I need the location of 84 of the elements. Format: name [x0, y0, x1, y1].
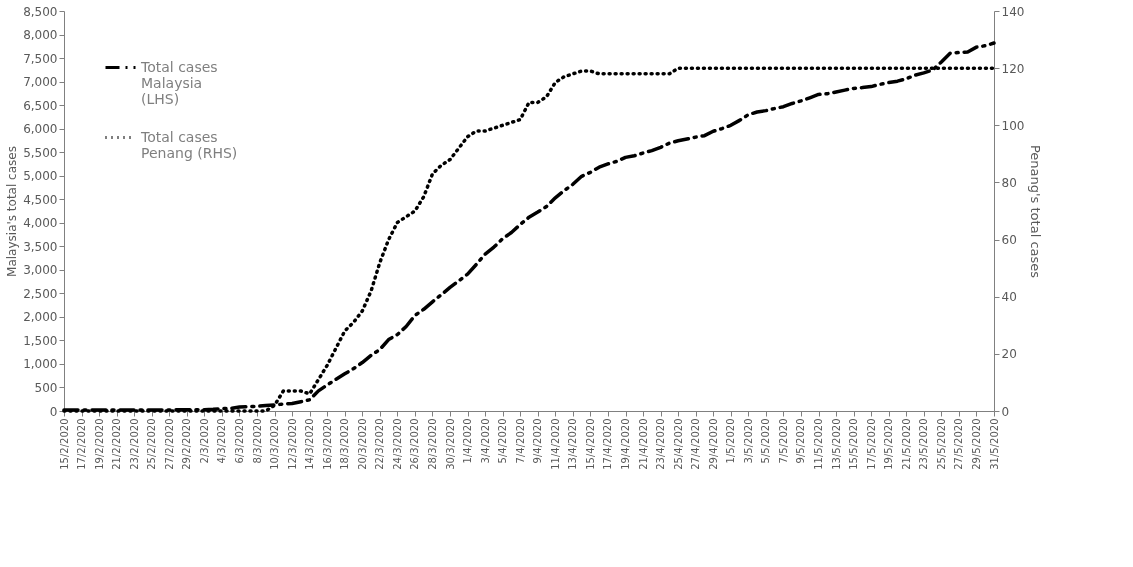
y2-tick-label: 0	[1001, 404, 1010, 419]
y2-axis-title: Penang's total cases	[1028, 144, 1044, 279]
y-tick-label: 500	[34, 380, 58, 395]
y-tick-label: 5,500	[23, 145, 58, 160]
y-tick-label: 1,500	[23, 333, 58, 348]
x-tick-label: 28/3/2020	[426, 418, 438, 470]
y-axis-title: Malaysia's total cases	[5, 146, 20, 277]
x-tick-label: 25/4/2020	[672, 418, 684, 470]
x-tick-label: 13/4/2020	[567, 418, 579, 470]
y-tick-label: 3,000	[23, 263, 58, 278]
x-tick-label: 24/3/2020	[391, 418, 403, 470]
x-tick-label: 7/4/2020	[514, 418, 526, 464]
x-tick-label: 23/4/2020	[655, 418, 667, 470]
y-tick-label: 3,500	[23, 239, 58, 254]
x-tick-label: 8/3/2020	[251, 418, 263, 464]
x-tick-label: 25/2/2020	[146, 418, 158, 470]
x-tick-label: 19/5/2020	[883, 418, 895, 470]
x-tick-label: 13/5/2020	[830, 418, 842, 470]
x-tick-label: 23/2/2020	[128, 418, 140, 470]
x-tick-label: 6/3/2020	[233, 418, 245, 464]
x-tick-label: 18/3/2020	[339, 418, 351, 470]
x-tick-label: 9/4/2020	[532, 418, 544, 464]
x-tick-label: 21/2/2020	[111, 418, 123, 470]
x-tick-label: 19/4/2020	[620, 418, 632, 470]
y2-tick-label: 20	[1001, 347, 1017, 362]
x-tick-label: 14/3/2020	[304, 418, 316, 470]
x-tick-label: 15/5/2020	[848, 418, 860, 470]
y-tick-label: 6,000	[23, 122, 58, 137]
y-tick-label: 2,500	[23, 286, 58, 301]
y2-tick-label: 80	[1001, 175, 1017, 190]
x-tick-label: 11/5/2020	[813, 418, 825, 470]
x-tick-label: 29/2/2020	[181, 418, 193, 470]
x-tick-label: 10/3/2020	[269, 418, 281, 470]
x-tick-label: 27/4/2020	[690, 418, 702, 470]
x-tick-label: 25/5/2020	[935, 418, 947, 470]
y-tick-label: 8,500	[23, 4, 58, 19]
x-tick-label: 15/2/2020	[58, 418, 70, 470]
y-tick-label: 7,000	[23, 75, 58, 90]
y2-tick-label: 40	[1001, 290, 1017, 305]
x-tick-label: 20/3/2020	[356, 418, 368, 470]
x-tick-label: 23/5/2020	[918, 418, 930, 470]
y-tick-label: 7,500	[23, 51, 58, 66]
x-tick-label: 9/5/2020	[795, 418, 807, 464]
y-tick-label: 4,500	[23, 192, 58, 207]
x-tick-label: 16/3/2020	[321, 418, 333, 470]
y2-tick-label: 120	[1001, 61, 1025, 76]
y-tick-label: 0	[49, 404, 58, 419]
legend-label: Total cases Penang (RHS)	[140, 128, 238, 161]
x-tick-label: 27/5/2020	[953, 418, 965, 470]
x-tick-label: 29/5/2020	[970, 418, 982, 470]
y-tick-label: 8,000	[23, 28, 58, 43]
x-tick-label: 19/2/2020	[93, 418, 105, 470]
x-tick-label: 21/4/2020	[637, 418, 649, 470]
x-tick-label: 1/5/2020	[725, 418, 737, 464]
y2-tick-label: 60	[1001, 233, 1017, 248]
y-tick-label: 5,000	[23, 169, 58, 184]
y2-tick-label: 100	[1001, 118, 1025, 133]
x-tick-label: 5/4/2020	[497, 418, 509, 464]
x-tick-label: 4/3/2020	[216, 418, 228, 464]
x-tick-label: 17/5/2020	[865, 418, 877, 470]
x-tick-label: 15/4/2020	[584, 418, 596, 470]
x-tick-label: 1/4/2020	[462, 418, 474, 464]
x-tick-label: 12/3/2020	[286, 418, 298, 470]
y2-tick-label: 140	[1001, 4, 1025, 19]
x-tick-label: 30/3/2020	[444, 418, 456, 470]
y-tick-label: 1,000	[23, 357, 58, 372]
x-tick-label: 3/4/2020	[479, 418, 491, 464]
x-tick-label: 27/2/2020	[163, 418, 175, 470]
x-tick-label: 22/3/2020	[374, 418, 386, 470]
x-tick-label: 21/5/2020	[900, 418, 912, 470]
x-tick-label: 26/3/2020	[409, 418, 421, 470]
legend-label: Total cases Malaysia (LHS)	[140, 58, 218, 107]
x-tick-label: 17/2/2020	[76, 418, 88, 470]
y-tick-label: 4,000	[23, 216, 58, 231]
x-tick-label: 3/5/2020	[742, 418, 754, 464]
x-tick-label: 7/5/2020	[777, 418, 789, 464]
x-tick-label: 11/4/2020	[549, 418, 561, 470]
y-tick-label: 2,000	[23, 310, 58, 325]
x-tick-label: 5/5/2020	[760, 418, 772, 464]
x-tick-label: 29/4/2020	[707, 418, 719, 470]
y-tick-label: 6,500	[23, 98, 58, 113]
x-tick-label: 2/3/2020	[198, 418, 210, 464]
x-tick-label: 31/5/2020	[988, 418, 1000, 470]
x-tick-label: 17/4/2020	[602, 418, 614, 470]
